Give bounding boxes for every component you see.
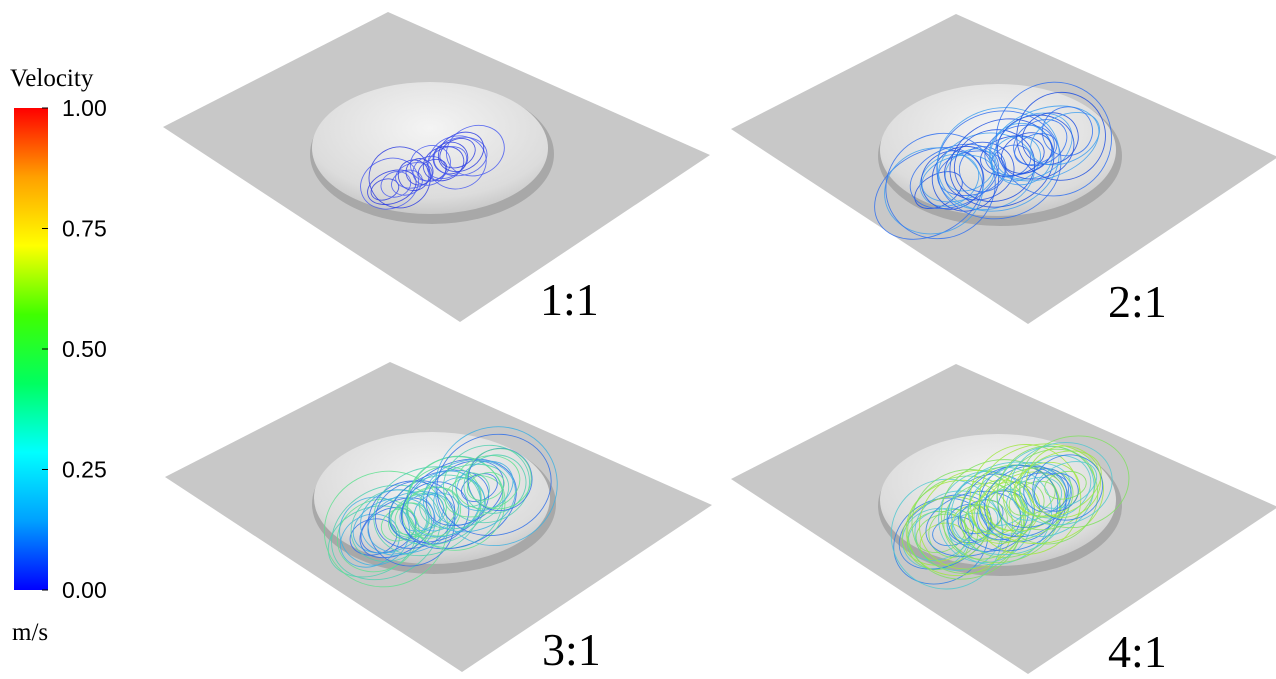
- panel-label: 4:1: [1108, 626, 1167, 677]
- panel-label: 1:1: [540, 274, 599, 325]
- bowl: [312, 82, 548, 214]
- panel: 2:1: [731, 14, 1276, 327]
- panel-label: 2:1: [1108, 276, 1167, 327]
- colorbar-tick-label: 0.00: [62, 577, 107, 603]
- panel-label: 3:1: [542, 624, 601, 675]
- colorbar-unit: m/s: [12, 619, 48, 646]
- panel: 4:1: [731, 364, 1276, 677]
- colorbar-tick-label: 0.75: [62, 216, 107, 242]
- panel: 1:1: [163, 12, 710, 325]
- figure: Velocity m/s 1:1 2:1 3:1 4:1 0.00 0.25 0.50 0.…: [0, 0, 1276, 679]
- colorbar-title: Velocity: [10, 65, 94, 92]
- colorbar-tick-label: 0.25: [62, 457, 107, 483]
- panel: 3:1: [165, 362, 712, 675]
- colorbar-tick-label: 0.50: [62, 336, 107, 362]
- bowl: [880, 84, 1116, 216]
- colorbar-tick-label: 1.00: [62, 95, 107, 121]
